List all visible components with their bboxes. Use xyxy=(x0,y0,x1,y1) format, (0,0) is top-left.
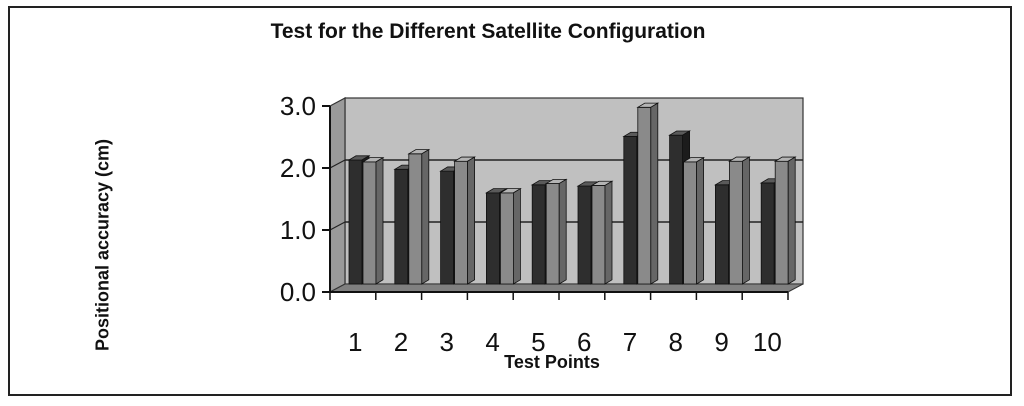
x-tick-label: 10 xyxy=(753,327,782,357)
x-tick-label: 9 xyxy=(714,327,728,357)
bar-front xyxy=(774,160,789,285)
x-tick-label: 4 xyxy=(485,327,499,357)
gridline xyxy=(329,221,346,231)
bar-side xyxy=(650,102,659,285)
bar-front xyxy=(485,192,500,285)
x-tick-label: 3 xyxy=(440,327,454,357)
bar xyxy=(544,178,568,285)
bar-front xyxy=(591,185,606,285)
bar-side xyxy=(513,187,521,285)
bar xyxy=(636,102,660,285)
y-tick-label: 0.0 xyxy=(280,277,316,307)
bar xyxy=(682,156,706,285)
x-tick-label: 5 xyxy=(531,327,545,357)
bar-front xyxy=(683,161,697,285)
x-ticks: 1 2 3 4 5 6 7 8 9 10 xyxy=(329,292,789,357)
bar-front xyxy=(577,185,592,285)
bar-front xyxy=(623,136,638,285)
x-tick-label: 1 xyxy=(348,327,362,357)
bar-front xyxy=(669,134,683,285)
bar-side xyxy=(421,148,430,285)
bar xyxy=(361,156,385,285)
x-tick-label: 8 xyxy=(669,327,683,357)
bar-front xyxy=(499,192,514,285)
bar xyxy=(590,180,614,285)
bar-side xyxy=(467,156,476,285)
bar-front xyxy=(760,182,775,285)
bar-front xyxy=(408,153,423,285)
x-tick-label: 6 xyxy=(577,327,591,357)
y-tick-label: 3.0 xyxy=(280,91,316,121)
bar xyxy=(727,156,751,285)
bar xyxy=(453,156,477,285)
bar-side xyxy=(696,156,704,285)
y-ticks: 0.0 1.0 2.0 3.0 xyxy=(280,91,330,307)
bar-front xyxy=(394,168,409,285)
bar-front xyxy=(545,183,560,285)
x-tick-label: 2 xyxy=(394,327,408,357)
bar-side xyxy=(375,156,384,285)
bar-front xyxy=(348,159,363,285)
bar-front xyxy=(637,106,652,285)
bars xyxy=(347,102,797,285)
chart-title: Test for the Different Satellite Configu… xyxy=(270,20,706,43)
bar xyxy=(498,187,522,285)
y-tick-label: 1.0 xyxy=(280,215,316,245)
bar-side xyxy=(787,156,796,285)
bar-front xyxy=(729,160,743,285)
bar xyxy=(773,156,797,285)
gridline xyxy=(329,159,346,169)
bar-side xyxy=(742,156,750,285)
bar-side xyxy=(558,178,567,285)
x-axis-label: Test Points xyxy=(504,352,600,372)
bar-front xyxy=(362,161,377,285)
bar-front xyxy=(715,184,729,285)
y-tick-label: 2.0 xyxy=(280,153,316,183)
bar-side xyxy=(604,180,613,285)
bar-front xyxy=(440,170,455,285)
bar-front xyxy=(454,160,469,285)
side-wall xyxy=(329,97,346,293)
floor xyxy=(329,283,804,293)
bar-front xyxy=(531,184,546,285)
bar xyxy=(407,148,431,285)
x-tick-label: 7 xyxy=(623,327,637,357)
